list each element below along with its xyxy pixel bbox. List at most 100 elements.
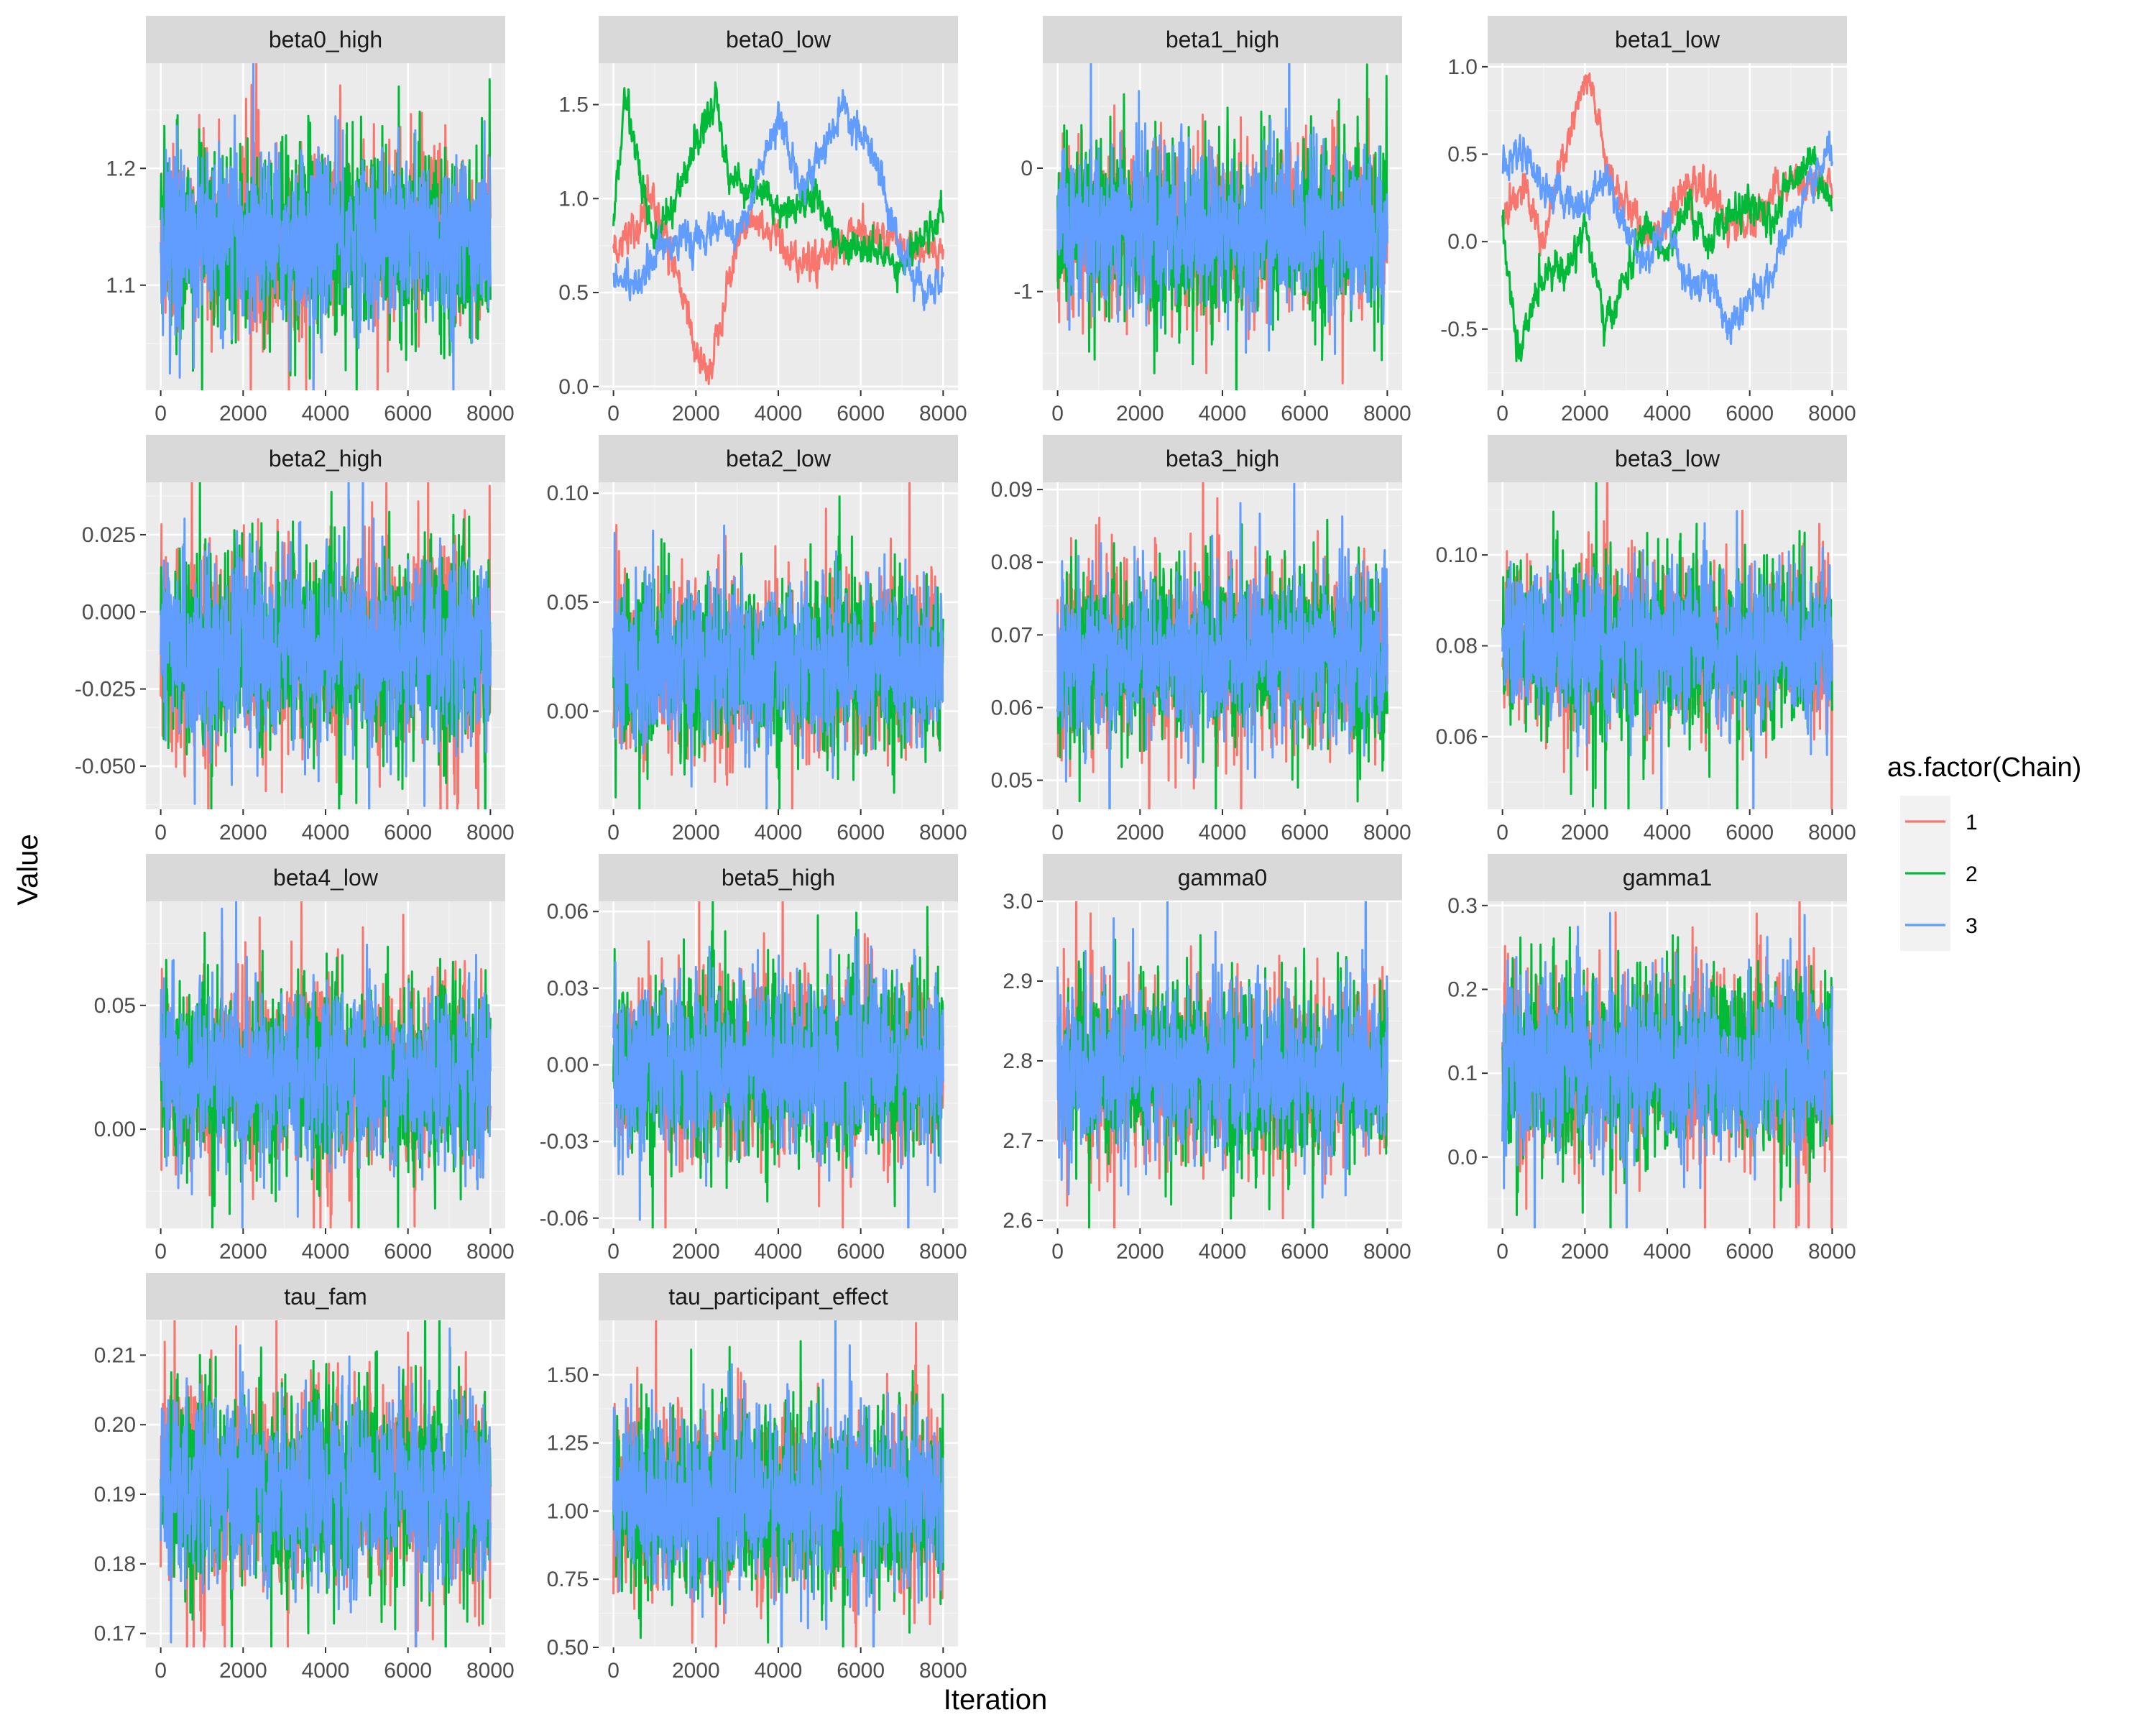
x-tick-label: 6000 [837, 402, 885, 426]
y-tick-label: 0.17 [94, 1622, 136, 1646]
x-tick-label: 0 [155, 821, 167, 845]
x-tick-label: 0 [1051, 1240, 1064, 1264]
x-tick-label: 6000 [1281, 821, 1329, 845]
x-tick-label: 4000 [755, 402, 803, 426]
facet-strip [1043, 435, 1402, 482]
x-tick-label: 4000 [1644, 821, 1692, 845]
x-tick-label: 2000 [1561, 402, 1609, 426]
legend: as.factor(Chain) 1 2 3 [1887, 753, 2081, 951]
facet-strip-label: beta0_high [269, 27, 382, 52]
x-tick-label: 8000 [1363, 1240, 1411, 1264]
facet-strip [146, 435, 505, 482]
x-tick-label: 2000 [219, 1659, 267, 1683]
legend-label: 1 [1966, 811, 1978, 834]
trace-chain-3 [1056, 901, 1388, 1199]
y-tick-label: 0.025 [82, 523, 136, 547]
facet-panel-beta0_low: beta0_low 0 2000 4000 6000 8000 0.0 0.5 1.0 1.5 [558, 16, 967, 426]
facet-strip [599, 854, 958, 901]
legend-item-2: 2 [1900, 847, 1978, 899]
trace-chain-3 [160, 901, 492, 1228]
x-tick-label: 6000 [837, 821, 885, 845]
x-tick-label: 0 [607, 402, 619, 426]
x-tick-label: 0 [155, 402, 167, 426]
facet-strip [1488, 435, 1847, 482]
facet-strip [599, 1273, 958, 1320]
x-tick-label: 0 [1051, 402, 1064, 426]
x-tick-label: 6000 [384, 1659, 432, 1683]
y-tick-label: -0.050 [75, 755, 136, 778]
y-tick-label: 0.00 [94, 1118, 136, 1141]
x-tick-label: 2000 [672, 1240, 720, 1264]
x-tick-label: 0 [1051, 821, 1064, 845]
y-tick-label: 0.06 [991, 696, 1033, 719]
trace-chain-3 [612, 524, 944, 809]
x-tick-label: 6000 [1726, 1240, 1774, 1264]
y-tick-label: 1.1 [106, 274, 136, 298]
x-tick-label: 2000 [1116, 402, 1164, 426]
y-tick-label: 2.8 [1003, 1049, 1033, 1073]
x-tick-label: 2000 [1561, 1240, 1609, 1264]
facet-panels: beta0_high 0 2000 4000 6000 8000 1.1 1.2 beta0_l… [75, 16, 1856, 1683]
x-tick-label: 4000 [1644, 402, 1692, 426]
facet-strip-label: beta1_low [1615, 27, 1720, 52]
trace-chain-3 [1501, 510, 1833, 809]
x-tick-label: 0 [155, 1240, 167, 1264]
x-tick-label: 6000 [1281, 1240, 1329, 1264]
facet-strip-label: beta3_high [1166, 446, 1279, 472]
facet-strip [146, 854, 505, 901]
x-tick-label: 6000 [1726, 821, 1774, 845]
y-tick-label: 0.0 [558, 375, 589, 399]
trace-chain-3 [612, 1320, 944, 1647]
x-tick-label: 6000 [837, 1659, 885, 1683]
x-tick-label: 6000 [837, 1240, 885, 1264]
y-tick-label: 0.00 [547, 700, 589, 724]
y-tick-label: 2.9 [1003, 970, 1033, 993]
facet-strip-label: beta3_low [1615, 446, 1720, 472]
x-tick-label: 8000 [466, 402, 515, 426]
facet-strip [1043, 16, 1402, 63]
x-tick-label: 4000 [1644, 1240, 1692, 1264]
y-tick-label: 0.19 [94, 1483, 136, 1506]
y-tick-label: -0.03 [540, 1130, 589, 1154]
y-tick-label: 0.0 [1447, 230, 1478, 254]
y-tick-label: 0.18 [94, 1552, 136, 1576]
x-tick-label: 8000 [1363, 402, 1411, 426]
x-tick-label: 4000 [302, 821, 350, 845]
x-tick-label: 4000 [1199, 1240, 1247, 1264]
legend-item-3: 3 [1900, 899, 1978, 951]
y-tick-label: 1.5 [558, 93, 589, 117]
x-axis-title: Iteration [944, 1684, 1048, 1716]
facet-panel-beta3_high: beta3_high 0 2000 4000 6000 8000 0.05 0.06 0.07 0… [991, 435, 1411, 845]
y-tick-label: 0.5 [558, 281, 589, 305]
y-tick-label: 0.06 [1436, 725, 1478, 749]
x-tick-label: 2000 [219, 821, 267, 845]
y-tick-label: 1.25 [547, 1432, 589, 1455]
facet-strip-label: beta4_low [273, 865, 379, 891]
facet-strip-label: beta5_high [722, 865, 835, 891]
x-tick-label: 8000 [466, 1240, 515, 1264]
y-tick-label: 0.3 [1447, 894, 1478, 918]
x-tick-label: 4000 [302, 1240, 350, 1264]
facet-panel-tau_participant_effect: tau_participant_effect 0 2000 4000 6000 8000 0… [547, 1273, 967, 1683]
x-tick-label: 4000 [755, 1240, 803, 1264]
y-tick-label: -0.06 [540, 1207, 589, 1230]
x-tick-label: 2000 [219, 1240, 267, 1264]
facet-strip-label: beta0_low [726, 27, 831, 52]
facet-strip [1043, 854, 1402, 901]
y-tick-label: 0.20 [94, 1413, 136, 1437]
facet-panel-beta1_low: beta1_low 0 2000 4000 6000 8000 -0.5 0.0 0.5 1.0 [1440, 16, 1856, 426]
y-tick-label: 3.0 [1003, 890, 1033, 914]
y-tick-label: 1.2 [106, 157, 136, 180]
trace-chain-3 [160, 63, 492, 390]
y-tick-label: 0.05 [991, 769, 1033, 793]
x-tick-label: 4000 [755, 1659, 803, 1683]
facet-strip-label: gamma1 [1623, 865, 1713, 891]
legend-label: 3 [1966, 914, 1978, 938]
x-tick-label: 2000 [672, 402, 720, 426]
facet-strip-label: tau_fam [284, 1284, 367, 1310]
y-tick-label: 1.00 [547, 1499, 589, 1523]
facet-panel-beta1_high: beta1_high 0 2000 4000 6000 8000 -1 0 [1013, 16, 1411, 426]
y-tick-label: -0.025 [75, 678, 136, 702]
y-tick-label: 0.06 [547, 900, 589, 924]
x-tick-label: 0 [1496, 402, 1508, 426]
